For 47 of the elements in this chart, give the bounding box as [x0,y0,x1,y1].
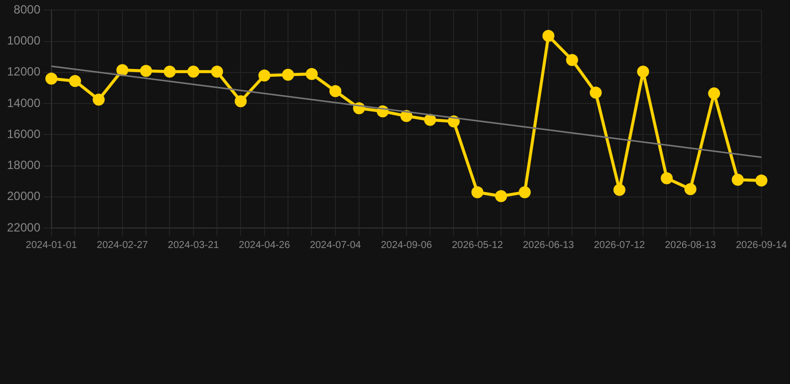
point [424,114,436,126]
point [637,66,650,78]
point [708,87,720,100]
point [211,66,224,78]
x-tick-label: 2024-01-01 [26,240,78,251]
y-tick-label: 10000 [6,34,41,48]
point [495,190,508,202]
y-tick-label: 8000 [14,2,41,17]
y-tick-label: 14000 [6,96,41,110]
point [755,174,768,187]
point [732,174,744,186]
x-tick-label: 2024-09-06 [380,240,432,251]
point [234,95,247,108]
y-tick-label: 18000 [6,158,41,172]
y-tick-label: 22000 [6,220,41,234]
point [116,64,128,76]
point [518,186,531,198]
point [258,70,270,82]
point [140,64,152,77]
y-tick-label: 20000 [6,189,41,204]
point [684,183,696,196]
x-tick-label: 2026-07-12 [594,240,646,251]
x-tick-label: 2024-03-21 [168,240,220,251]
point [306,68,318,80]
point [164,66,176,78]
point [471,186,484,198]
x-tick-label: 2024-07-04 [310,240,362,251]
point [282,68,294,81]
point [329,85,342,98]
point [613,184,626,196]
y-tick-label: 16000 [6,126,41,141]
x-tick-label: 2024-02-27 [96,240,148,251]
point [400,110,412,122]
point [660,172,673,184]
x-tick-label: 2024-04-26 [238,240,290,251]
point [590,86,602,99]
point [92,94,105,106]
y-tick-label: 12000 [6,64,41,79]
x-tick-label: 2026-08-13 [664,240,716,251]
x-tick-label: 2026-09-14 [736,240,788,251]
point [45,72,58,85]
point [69,74,82,87]
x-tick-label: 2026-05-12 [452,240,504,251]
point [566,54,578,66]
point [187,66,200,78]
x-tick-label: 2026-06-13 [522,240,574,251]
point [542,30,554,42]
